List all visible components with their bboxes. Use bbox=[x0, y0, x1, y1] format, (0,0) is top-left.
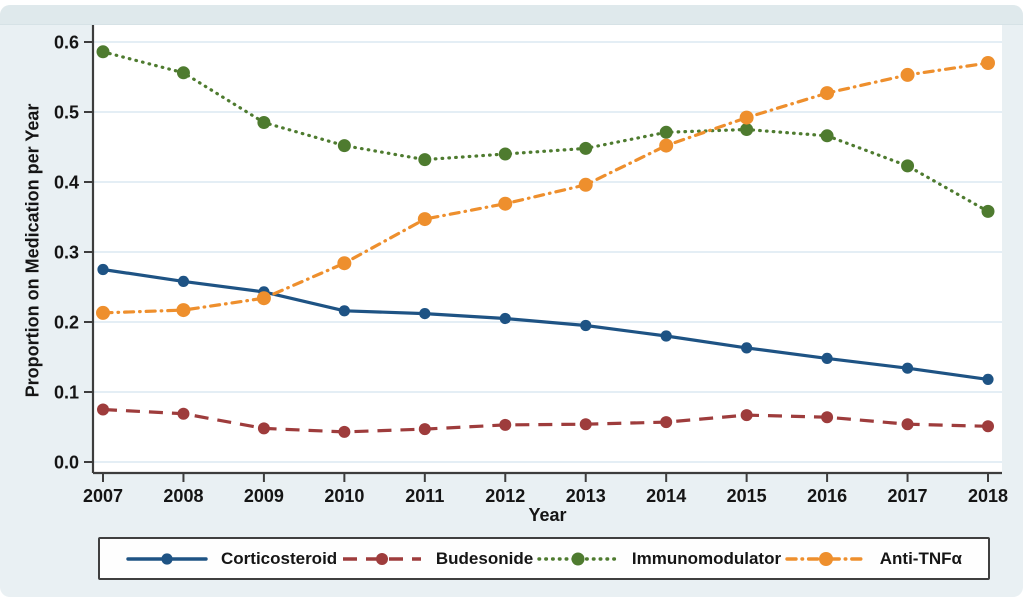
x-tick-label: 2007 bbox=[83, 486, 123, 506]
data-point-marker bbox=[97, 263, 109, 276]
data-point-marker bbox=[981, 56, 995, 70]
data-point-marker bbox=[740, 409, 753, 422]
data-point-marker bbox=[982, 373, 994, 385]
x-tick-label: 2018 bbox=[968, 486, 1008, 506]
data-point-marker bbox=[659, 125, 673, 139]
data-point-marker bbox=[820, 129, 834, 143]
data-point-marker bbox=[741, 342, 753, 354]
y-tick-label: 0.4 bbox=[54, 173, 79, 193]
corticosteroid-line-sample-icon bbox=[126, 552, 208, 565]
x-tick-label: 2016 bbox=[807, 486, 847, 506]
x-tick-label: 2010 bbox=[324, 486, 364, 506]
data-point-marker bbox=[177, 407, 190, 420]
top-band bbox=[0, 5, 1023, 25]
data-point-marker bbox=[338, 425, 351, 438]
legend-item-immunomodulator: Immunomodulator bbox=[537, 549, 781, 569]
data-point-marker bbox=[257, 116, 271, 129]
data-point-marker bbox=[176, 303, 191, 318]
y-axis-title: Proportion on Medication per Year bbox=[22, 103, 43, 398]
data-point-marker bbox=[499, 312, 511, 325]
y-tick-label: 0.0 bbox=[54, 453, 79, 473]
legend: Corticosteroid Budesonide Immunomodulato… bbox=[98, 537, 990, 580]
data-point-marker bbox=[499, 418, 512, 431]
data-point-marker bbox=[901, 418, 914, 431]
y-tick-label: 0.2 bbox=[54, 313, 79, 333]
data-point-marker bbox=[900, 67, 915, 82]
legend-item-budesonide: Budesonide bbox=[341, 549, 533, 569]
y-tick-label: 0.6 bbox=[54, 33, 79, 53]
data-point-marker bbox=[578, 177, 593, 192]
series-line-immunomodulator bbox=[101, 50, 990, 213]
y-tick-label: 0.3 bbox=[54, 243, 79, 263]
data-point-marker bbox=[498, 147, 512, 161]
immunomodulator-line-sample-icon bbox=[537, 552, 619, 565]
data-point-marker bbox=[96, 305, 110, 320]
data-point-marker bbox=[256, 291, 271, 306]
data-point-marker bbox=[177, 275, 190, 287]
data-point-marker bbox=[821, 411, 834, 424]
x-tick-label: 2013 bbox=[566, 486, 606, 506]
data-point-marker bbox=[418, 423, 431, 436]
data-point-marker bbox=[901, 159, 915, 173]
x-tick-label: 2011 bbox=[405, 486, 444, 506]
plot-background bbox=[93, 25, 1002, 473]
data-point-marker bbox=[257, 422, 270, 435]
data-point-marker bbox=[739, 110, 754, 125]
data-point-marker bbox=[660, 416, 673, 429]
data-point-marker bbox=[580, 319, 592, 332]
x-tick-label: 2015 bbox=[727, 486, 767, 506]
legend-label: Immunomodulator bbox=[631, 548, 782, 568]
x-tick-label: 2009 bbox=[244, 486, 284, 506]
x-tick-label: 2008 bbox=[163, 486, 203, 506]
data-point-marker bbox=[418, 153, 432, 167]
data-point-marker bbox=[579, 418, 592, 431]
data-point-marker bbox=[417, 212, 432, 227]
legend-item-corticosteroid: Corticosteroid bbox=[126, 549, 337, 569]
series-line-corticosteroid bbox=[101, 267, 990, 381]
x-axis-title: Year bbox=[528, 505, 567, 525]
y-tick-label: 0.5 bbox=[54, 103, 79, 123]
budesonide-line-sample-icon bbox=[342, 552, 421, 565]
data-point-marker bbox=[579, 141, 593, 155]
data-point-marker bbox=[740, 123, 754, 136]
legend-item-anti-tnfa: Anti-TNFα bbox=[785, 549, 962, 569]
data-point-marker bbox=[821, 352, 833, 364]
data-point-marker bbox=[981, 204, 995, 218]
legend-label: Budesonide bbox=[435, 548, 534, 568]
data-point-marker bbox=[337, 256, 352, 271]
x-tick-label: 2017 bbox=[888, 486, 928, 506]
data-point-marker bbox=[901, 362, 914, 374]
data-point-marker bbox=[982, 420, 994, 433]
data-point-marker bbox=[338, 305, 350, 317]
legend-label: Corticosteroid bbox=[221, 548, 338, 568]
data-point-marker bbox=[96, 45, 110, 59]
series-line-anti-tnfα bbox=[101, 61, 990, 315]
data-point-marker bbox=[820, 86, 835, 101]
data-point-marker bbox=[337, 139, 351, 153]
data-point-marker bbox=[498, 196, 513, 211]
data-point-marker bbox=[659, 138, 674, 153]
y-tick-label: 0.1 bbox=[54, 383, 79, 403]
series-line-budesonide bbox=[102, 407, 989, 434]
x-tick-label: 2014 bbox=[646, 486, 686, 506]
chart-plot-area: 0.0 0.1 0.2 0.3 0.4 0.5 0.6 2007 2008 2009 2010 201… bbox=[54, 25, 1008, 506]
legend-label: Anti-TNFα bbox=[879, 548, 962, 568]
data-point-marker bbox=[660, 330, 672, 342]
x-tick-label: 2012 bbox=[485, 486, 525, 506]
data-point-marker bbox=[419, 308, 431, 320]
data-point-marker bbox=[97, 403, 109, 416]
anti-tnfa-line-sample-icon bbox=[785, 551, 867, 566]
data-point-marker bbox=[176, 66, 190, 80]
